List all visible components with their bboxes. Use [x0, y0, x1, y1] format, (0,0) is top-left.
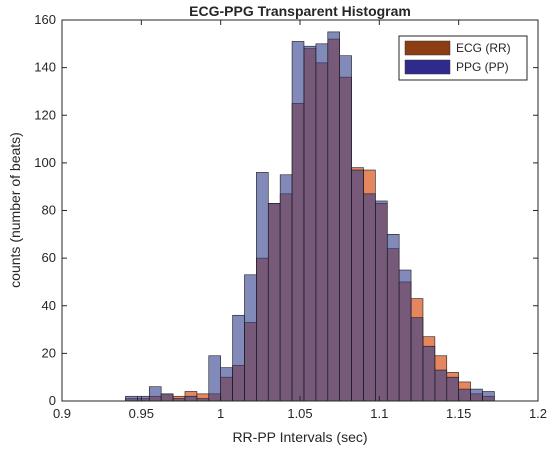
bar-ppg-12	[267, 203, 281, 402]
legend-label-ecg: ECG (RR)	[456, 41, 511, 55]
x-tick-label: 1	[217, 406, 224, 421]
bar-ppg-30	[482, 391, 495, 402]
bar-ppg-10	[244, 274, 257, 402]
bar-ppg-27	[446, 376, 459, 402]
bar-ppg-19	[351, 169, 364, 402]
legend-swatch-ecg	[404, 40, 451, 56]
y-tick-label: 80	[42, 203, 56, 218]
legend-label-ppg: PPG (PP)	[456, 60, 509, 74]
bar-ppg-16	[315, 43, 329, 402]
legend-swatch-ppg	[404, 59, 451, 75]
bar-ppg-26	[434, 369, 448, 402]
bar-ppg-13	[279, 174, 293, 402]
y-tick-label: 100	[34, 155, 56, 170]
bar-ppg-11	[256, 172, 269, 402]
bar-ppg-5	[184, 395, 198, 402]
bar-ppg-0	[125, 395, 138, 402]
y-tick-label: 40	[42, 298, 56, 313]
bars-layer	[125, 31, 495, 402]
bar-ppg-20	[363, 193, 376, 402]
x-tick-label: 1.15	[446, 406, 471, 421]
x-tick-label: 0.95	[129, 406, 154, 421]
bar-ppg-1	[137, 395, 150, 402]
y-tick-label: 140	[34, 60, 56, 75]
y-tick-label: 120	[34, 107, 56, 122]
bar-ppg-28	[458, 388, 471, 402]
ticks-layer: 0.9 0.95 1 1.05 1.1 1.15 1.2 0 20 40 60 80 100 120 140…	[34, 12, 547, 421]
bar-ppg-18	[339, 55, 352, 402]
bar-ppg-9	[232, 314, 245, 402]
bar-ppg-7	[208, 355, 221, 402]
bar-ppg-24	[410, 317, 424, 402]
bar-ppg-8	[220, 367, 233, 402]
bar-ppg-23	[398, 269, 412, 402]
bar-ppg-15	[303, 45, 317, 402]
x-tick-label: 1.05	[287, 406, 312, 421]
y-tick-label: 0	[49, 393, 56, 408]
bar-ppg-14	[291, 41, 305, 402]
x-axis-label: RR-PP Intervals (sec)	[232, 429, 367, 445]
legend: ECG (RR) PPG (PP)	[398, 35, 528, 81]
bar-ppg-21	[375, 200, 388, 402]
x-tick-label: 1.1	[370, 406, 388, 421]
bar-ppg-17	[327, 31, 340, 402]
bar-ppg-29	[470, 388, 483, 402]
bar-ppg-22	[386, 234, 400, 402]
bar-ppg-25	[422, 345, 436, 402]
y-tick-label: 20	[42, 345, 56, 360]
y-axis-label: counts (number of beats)	[7, 132, 23, 288]
y-tick-label: 160	[34, 12, 56, 27]
x-tick-label: 1.2	[529, 406, 547, 421]
y-tick-label: 60	[42, 250, 56, 265]
bar-ppg-3	[160, 393, 174, 402]
chart-title: ECG-PPG Transparent Histogram	[189, 3, 411, 19]
x-tick-label: 0.9	[53, 406, 71, 421]
bar-ppg-2	[148, 386, 162, 402]
